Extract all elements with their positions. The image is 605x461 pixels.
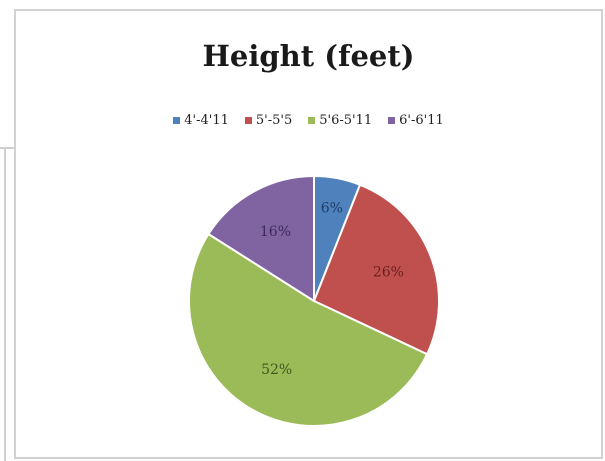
legend-swatch-0 bbox=[173, 117, 181, 124]
pie-slice-3 bbox=[207, 174, 315, 303]
chart-frame: Height (feet) 4'-4'11 5'-5'5 5'6-5'11 6'… bbox=[14, 9, 603, 459]
legend-item-2: 5'6-5'11 bbox=[308, 113, 372, 128]
legend-item-0: 4'-4'11 bbox=[173, 113, 229, 128]
pie-chart: 6% 26% 52% 16% bbox=[188, 174, 440, 427]
pie-slice-1 bbox=[312, 183, 440, 356]
chart-title: Height (feet) bbox=[202, 39, 415, 73]
slice-label-0: 6% bbox=[321, 201, 343, 217]
slice-label-2: 52% bbox=[261, 362, 292, 378]
legend-swatch-1 bbox=[244, 117, 252, 124]
guide-line-horizontal bbox=[0, 147, 18, 149]
pie-slice-2 bbox=[188, 232, 429, 427]
chart-legend: 4'-4'11 5'-5'5 5'6-5'11 6'-6'11 bbox=[16, 113, 601, 128]
legend-label-3: 6'-6'11 bbox=[399, 113, 444, 128]
guide-line-vertical bbox=[4, 147, 6, 461]
slice-label-3: 16% bbox=[260, 224, 291, 240]
legend-label-0: 4'-4'11 bbox=[184, 113, 229, 128]
legend-label-1: 5'-5'5 bbox=[255, 113, 293, 128]
legend-swatch-3 bbox=[388, 117, 396, 124]
legend-item-3: 6'-6'11 bbox=[388, 113, 444, 128]
legend-swatch-2 bbox=[308, 117, 316, 124]
slice-label-1: 26% bbox=[373, 265, 404, 281]
legend-label-2: 5'6-5'11 bbox=[319, 113, 373, 128]
legend-item-1: 5'-5'5 bbox=[244, 113, 293, 128]
